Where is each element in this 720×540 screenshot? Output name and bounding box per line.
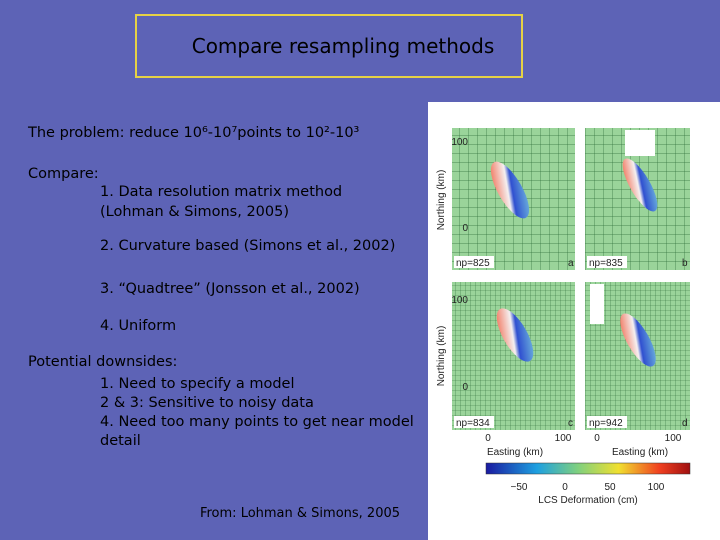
title-box — [135, 14, 523, 78]
colorbar — [485, 462, 691, 475]
y-tick-label: 0 — [462, 382, 468, 393]
colorbar-tick: 50 — [604, 482, 616, 493]
downside-line: 2 & 3: Sensitive to noisy data — [100, 395, 314, 411]
downside-line: 4. Need too many points to get near mode… — [100, 414, 414, 430]
downside-line: 1. Need to specify a model — [100, 376, 294, 392]
y-axis-label: Northing (km) — [436, 326, 447, 387]
downside-line: detail — [100, 433, 141, 449]
panel-letter: c — [568, 418, 573, 429]
compare-item: 3. “Quadtree” (Jonsson et al., 2002) — [100, 281, 360, 297]
panel-letter: d — [682, 418, 688, 429]
x-axis-label: Easting (km) — [487, 447, 543, 458]
panel-letter: b — [682, 258, 688, 269]
panel-letter: a — [568, 258, 574, 269]
panel-np: np=942 — [589, 418, 623, 429]
x-tick-label: 100 — [555, 433, 572, 444]
compare-item: 4. Uniform — [100, 318, 176, 334]
x-axis-label: Easting (km) — [612, 447, 668, 458]
source-note: From: Lohman & Simons, 2005 — [200, 506, 400, 521]
x-tick-label: 0 — [594, 433, 600, 444]
panel-np: np=834 — [456, 418, 490, 429]
colorbar-tick: 0 — [562, 482, 568, 493]
colorbar-label: LCS Deformation (cm) — [538, 495, 637, 506]
colorbar-tick: −50 — [511, 482, 528, 493]
compare-item: 2. Curvature based (Simons et al., 2002) — [100, 238, 395, 254]
downsides-heading: Potential downsides: — [28, 354, 177, 370]
compare-item: 1. Data resolution matrix method — [100, 184, 342, 200]
figure: np=825 a np=835 b np=834 c np=942 d 100 … — [428, 102, 720, 540]
x-tick-label: 0 — [485, 433, 491, 444]
slide-title: Compare resampling methods — [192, 34, 495, 58]
x-tick-label: 100 — [665, 433, 682, 444]
colorbar-tick: 100 — [648, 482, 665, 493]
y-tick-label: 0 — [462, 223, 468, 234]
y-tick-label: 100 — [451, 295, 468, 306]
compare-heading: Compare: — [28, 166, 99, 182]
panel-np: np=825 — [456, 258, 490, 269]
compare-item: (Lohman & Simons, 2005) — [100, 204, 289, 220]
y-axis-label: Northing (km) — [436, 170, 447, 231]
panel-np: np=835 — [589, 258, 623, 269]
problem-text: The problem: reduce 10⁶-10⁷points to 10²… — [27, 125, 360, 141]
y-tick-label: 100 — [451, 137, 468, 148]
